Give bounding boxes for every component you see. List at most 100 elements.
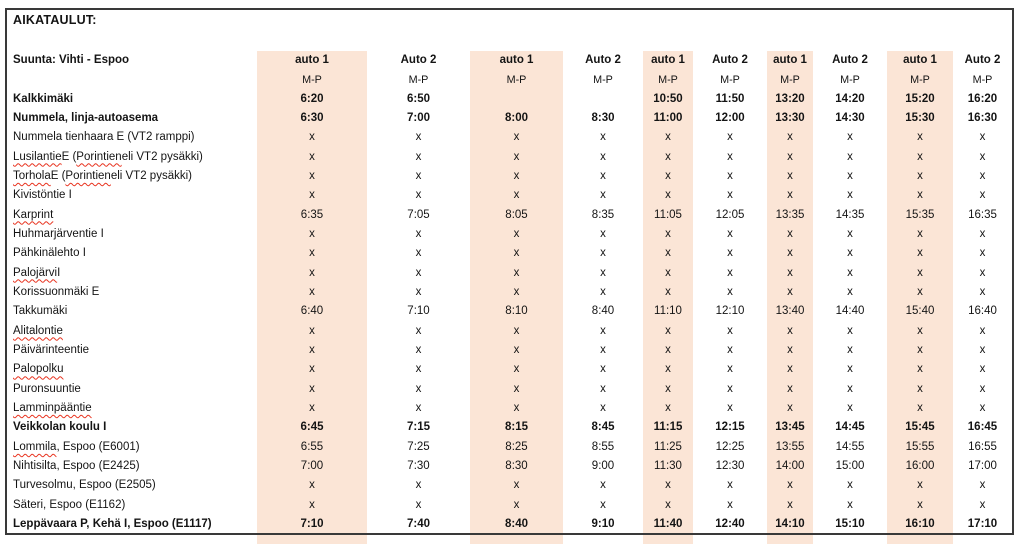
time-cell: x [600, 498, 606, 511]
time-cell: 7:25 [407, 440, 430, 453]
time-cell: x [513, 228, 520, 241]
misspelled-word: Palojärvi [13, 266, 58, 279]
time-cell: x [847, 131, 853, 144]
time-cell: 7:00 [406, 111, 431, 124]
time-cell: 13:55 [775, 440, 805, 453]
time-cell: x [917, 363, 923, 376]
time-cell: 15:00 [835, 460, 865, 473]
time-cell: x [787, 247, 793, 260]
time-cell: 15:10 [835, 518, 865, 531]
time-cell: x [847, 363, 853, 376]
time-cell: x [727, 228, 733, 241]
time-cell: 8:10 [505, 305, 528, 318]
time-cell: x [917, 498, 923, 511]
stop-name: Alitalontie [7, 322, 257, 341]
time-cell: 15:40 [905, 305, 935, 318]
time-cell: 11:40 [653, 518, 683, 531]
time-cell: x [787, 286, 793, 299]
time-cell: x [309, 382, 315, 395]
time-cell: x [309, 498, 315, 511]
time-cell: x [309, 363, 315, 376]
time-cell: x [787, 266, 793, 279]
time-cell: x [847, 228, 853, 241]
time-cell: 8:30 [591, 111, 615, 124]
time-cell: 16:10 [905, 518, 935, 531]
stop-name: Lusilantie E (Porintien eli VT2 pysäkki) [7, 148, 257, 167]
time-cell: x [665, 498, 671, 511]
time-cell: x [600, 286, 606, 299]
time-cell: x [787, 344, 793, 357]
time-cell: x [600, 228, 606, 241]
misspelled-word: Karprint [13, 208, 54, 221]
time-cell: 6:45 [300, 421, 324, 434]
time-cell: x [513, 363, 520, 376]
stop-name-text: E ( [61, 150, 77, 163]
column-vehicle-header: auto 1 [773, 53, 807, 66]
time-cell: 16:55 [968, 440, 997, 453]
time-cell: x [847, 247, 853, 260]
stop-name: Torhola E (Porintien eli VT2 pysäkki) [7, 167, 257, 186]
time-cell: x [309, 266, 315, 279]
time-cell: x [513, 169, 520, 182]
time-cell: x [979, 228, 986, 241]
time-cell: 16:40 [968, 305, 997, 318]
stop-name: Leppävaara P, Kehä I, Espoo (E1117) [7, 515, 257, 534]
time-cell: 11:25 [654, 440, 682, 453]
stop-name-text: Nihtisilta, Espoo (E2425) [13, 460, 140, 473]
time-cell: x [727, 324, 733, 337]
time-cell: x [847, 324, 853, 337]
time-cell: x [979, 169, 986, 182]
time-cell: x [917, 131, 923, 144]
stop-name: Nihtisilta, Espoo (E2425) [7, 457, 257, 476]
time-cell: x [979, 266, 986, 279]
time-cell: 11:05 [654, 208, 682, 221]
time-cell: x [917, 402, 923, 415]
time-cell: x [513, 479, 520, 492]
time-cell: x [415, 363, 422, 376]
column-vehicle-header: auto 1 [651, 53, 685, 66]
direction-label: Suunta: Vihti - Espoo [13, 53, 130, 66]
misspelled-word: Torhola [13, 169, 51, 182]
time-cell: x [665, 228, 671, 241]
time-cell: x [917, 247, 923, 260]
time-cell: x [600, 402, 606, 415]
time-cell: x [415, 228, 422, 241]
misspelled-word: Porintien [65, 169, 111, 182]
stop-name: Huhmarjärventie I [7, 225, 257, 244]
time-cell: 17:00 [968, 460, 997, 473]
time-cell: x [309, 324, 315, 337]
timetable: Suunta: Vihti - Espoo auto 1 Auto 2 auto 1 A… [7, 51, 1012, 535]
header-empty-cell [7, 70, 257, 89]
time-cell: x [917, 344, 923, 357]
stop-name-text: Huhmarjärventie I [13, 228, 104, 241]
time-cell: x [917, 382, 923, 395]
time-cell: x [917, 286, 923, 299]
time-cell: x [787, 498, 793, 511]
time-cell: x [415, 286, 422, 299]
time-cell: 8:05 [505, 208, 528, 221]
time-cell: 11:15 [653, 421, 683, 434]
stop-name: Turvesolmu, Espoo (E2505) [7, 477, 257, 496]
time-cell: 13:45 [775, 421, 805, 434]
stop-name: Takkumäki [7, 302, 257, 321]
time-cell: 15:45 [905, 421, 935, 434]
stop-name-text: Veikkolan koulu I [13, 421, 107, 434]
stop-name: Korissuonmäki E [7, 283, 257, 302]
time-cell: x [665, 266, 671, 279]
stop-name: Kalkkimäki [7, 90, 257, 109]
stop-name-text: eli VT2 pysäkki) [121, 150, 203, 163]
time-cell: x [665, 402, 671, 415]
time-cell: x [727, 266, 733, 279]
time-cell: x [979, 402, 986, 415]
time-cell: 11:50 [715, 92, 745, 105]
highlight-band [643, 51, 693, 544]
stop-name-text: E ( [50, 169, 66, 182]
time-cell: x [727, 286, 733, 299]
time-cell: x [787, 131, 793, 144]
page-title: AIKATAULUT: [13, 13, 97, 27]
time-cell: 7:40 [406, 518, 431, 531]
time-cell: x [513, 344, 520, 357]
time-cell: x [665, 247, 671, 260]
column-days-header: M-P [840, 73, 860, 86]
time-cell: x [665, 344, 671, 357]
